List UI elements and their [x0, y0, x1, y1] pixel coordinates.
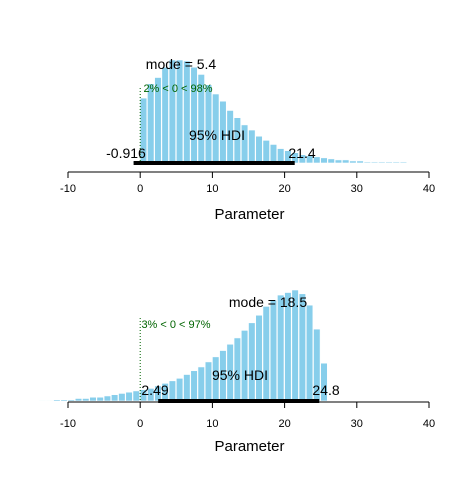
histogram-bar	[255, 314, 263, 402]
x-tick-label: 10	[206, 418, 218, 430]
x-tick-label: 30	[351, 418, 363, 430]
histogram-bar	[305, 155, 314, 164]
histogram-bar	[103, 395, 112, 402]
histogram-bar	[327, 158, 335, 164]
histogram-bar	[255, 135, 263, 164]
histogram-bar	[60, 399, 68, 402]
comparison-annotation: 2% < 0 < 98%	[143, 83, 212, 95]
histogram-bar	[139, 389, 148, 402]
histogram-bar	[342, 159, 350, 164]
x-tick-label: -10	[60, 418, 76, 430]
histogram-bar	[46, 400, 54, 402]
hdi-label: 95% HDI	[212, 367, 268, 383]
histogram-bar	[269, 144, 278, 164]
histogram-bar	[298, 154, 306, 164]
histogram-bar	[176, 59, 184, 164]
hdi-low-label: 2.49	[141, 382, 168, 398]
histogram-bar	[262, 306, 270, 402]
histogram-bar	[96, 396, 104, 402]
histogram-bar	[183, 374, 191, 402]
histogram-bar	[334, 159, 343, 164]
histogram-bar	[125, 391, 133, 402]
histogram-bar	[38, 400, 47, 402]
x-tick-label: 30	[351, 183, 363, 195]
histogram-bar	[53, 399, 61, 402]
histogram-bars	[38, 289, 328, 402]
comparison-annotation: 3% < 0 < 97%	[141, 319, 210, 331]
histogram-bar	[277, 294, 285, 402]
histogram-bar	[385, 161, 393, 164]
hdi-label: 95% HDI	[189, 127, 245, 143]
histogram-bar	[168, 380, 177, 402]
histogram-bar	[67, 399, 75, 402]
histogram-bar	[176, 377, 184, 402]
histogram-bar	[204, 361, 213, 402]
histogram-bar	[248, 322, 256, 402]
histogram-bar	[248, 129, 256, 164]
histogram-bar	[82, 398, 90, 402]
histogram-bar	[277, 148, 285, 164]
mode-annotation: mode = 5.4	[146, 56, 217, 72]
histogram-bar	[190, 66, 198, 164]
histogram-bar	[313, 156, 321, 164]
histogram-bar	[161, 66, 169, 164]
x-tick-label: -10	[60, 183, 76, 195]
histogram-bar	[320, 157, 328, 164]
histogram-bar	[147, 388, 155, 402]
histogram-bar	[74, 398, 83, 402]
x-tick-label: 20	[278, 183, 290, 195]
histogram-bar	[399, 161, 408, 164]
hdi-high-label: 21.4	[288, 145, 315, 161]
x-axis-label: Parameter	[214, 438, 284, 455]
histogram-bar	[204, 84, 213, 164]
histogram-bar	[291, 152, 299, 164]
hdi-high-label: 24.8	[312, 382, 339, 398]
x-tick-label: 40	[423, 183, 435, 195]
histogram-bar	[269, 299, 278, 402]
histogram-bar	[392, 161, 400, 164]
hdi-low-label: -0.916	[106, 145, 146, 161]
histogram-bar	[363, 161, 371, 164]
histogram-bar	[168, 59, 177, 164]
x-tick-label: 10	[206, 183, 218, 195]
histogram-bar	[356, 160, 364, 164]
x-tick-label: 0	[137, 418, 143, 430]
histogram-bar	[118, 393, 126, 402]
histogram-bar	[378, 161, 386, 164]
histogram-bar	[262, 140, 270, 164]
x-tick-label: 20	[278, 418, 290, 430]
mode-annotation: mode = 18.5	[229, 294, 307, 310]
histogram-bar	[320, 362, 328, 402]
histogram-bar	[183, 60, 191, 164]
x-tick-label: 0	[137, 183, 143, 195]
histogram-bar	[89, 396, 97, 402]
chart-panel-2: -10 0 10 20 30 40 Parameter mode = 18.5 3% < 0 <…	[38, 289, 435, 455]
histogram-bar	[147, 83, 155, 164]
histogram-bars	[132, 59, 408, 164]
x-tick-label: 40	[423, 418, 435, 430]
histogram-bar	[190, 370, 198, 402]
chart-panel-1: -10 0 10 20 30 40 Parameter mode = 5.4 2% < 0 < …	[60, 56, 435, 223]
histogram-bar	[111, 394, 119, 402]
histogram-bar	[197, 366, 205, 402]
histogram-bar	[349, 160, 357, 164]
histogram-bar	[370, 161, 379, 164]
x-axis-label: Parameter	[214, 206, 284, 223]
histogram-bar	[132, 390, 140, 402]
histogram-bar	[154, 385, 162, 402]
histogram-bar	[240, 330, 249, 402]
